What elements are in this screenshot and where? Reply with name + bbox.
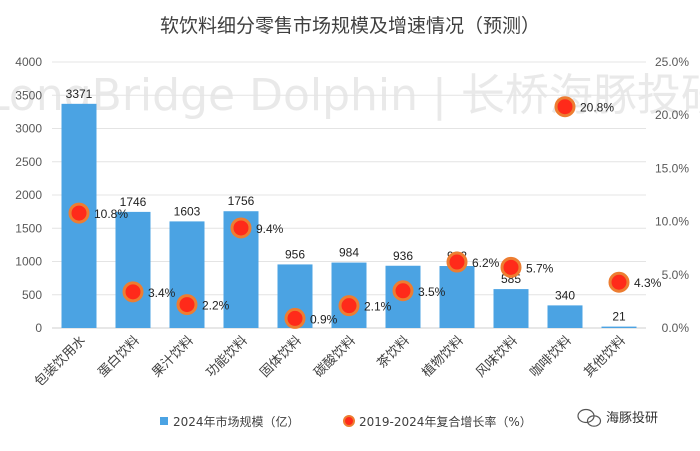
x-axis-categories: 包装饮用水 蛋白饮料 果汁饮料 功能饮料 固体饮料 碳酸饮料 茶饮料 植物饮料 风味饮料 咖啡饮料… [32,333,629,390]
y-right-tick-label: 5.0% [662,268,690,282]
growth-point [68,202,90,224]
y-left-tick-label: 3500 [15,88,42,102]
y-left-tick-label: 2500 [15,155,42,169]
x-category-label: 植物饮料 [419,333,466,380]
y-left-tick-label: 3000 [15,122,42,136]
bar [439,266,475,328]
growth-value-label: 2.2% [202,299,230,313]
x-category-label: 咖啡饮料 [527,333,574,380]
x-category-label: 其他饮料 [581,333,628,380]
bar [547,305,583,328]
growth-value-label: 3.5% [418,285,446,299]
growth-value-label: 9.4% [256,222,284,236]
gridlines [52,61,646,329]
growth-value-label: 0.9% [310,312,338,326]
y-left-tick-label: 1000 [15,255,42,269]
growth-value-label: 2.1% [364,300,392,314]
growth-value-label: 10.8% [94,207,128,221]
y-right-tick-label: 25.0% [655,55,689,69]
x-category-label: 包装饮用水 [32,333,89,390]
legend-dot-label: 2019-2024年复合增长率（%） [359,414,532,429]
growth-value-label: 4.3% [634,276,662,290]
growth-point [176,294,198,316]
y-right-tick-label: 20.0% [655,108,689,122]
bar-value-label: 21 [612,310,626,324]
y-left-tick-label: 0 [35,321,42,335]
y-left-tick-label: 2000 [15,188,42,202]
x-category-label: 蛋白饮料 [95,333,143,381]
legend-bar-label: 2024年市场规模（亿） [173,414,300,429]
y-right-tick-label: 10.0% [655,215,689,229]
growth-value-label: 5.7% [526,261,554,275]
growth-point [122,281,144,303]
bar-value-label: 1746 [120,195,147,209]
growth-point [446,251,468,273]
wechat-icon [577,408,602,427]
brand-name: 海豚投研 [606,410,658,426]
growth-point [554,96,576,118]
y-right-tick-label: 15.0% [655,161,689,175]
y-left-tick-label: 500 [22,288,42,302]
chart-title: 软饮料细分零售市场规模及增速情况（预测） [160,15,540,37]
growth-series: 10.8% 3.4% 2.2% 9.4% 0.9% 2.1% 3.5% 6.2% 5.7% 20.… [68,96,662,329]
growth-value-label: 20.8% [580,101,614,115]
bar-value-label: 936 [393,249,413,263]
growth-point [608,271,630,293]
x-category-label: 固体饮料 [257,333,304,380]
growth-value-label: 6.2% [472,256,500,270]
growth-point [338,295,360,317]
growth-point [284,307,306,329]
legend: 2024年市场规模（亿） 2019-2024年复合增长率（%） [160,414,532,429]
x-category-label: 茶饮料 [374,333,413,372]
brand-mark: 海豚投研 [577,408,658,427]
growth-point [500,256,522,278]
bar-value-label: 1756 [228,194,255,208]
growth-point [230,217,252,239]
bar-value-label: 340 [555,288,575,302]
legend-dot-swatch [343,415,355,427]
bar-value-label: 956 [285,247,305,261]
y-left-tick-label: 4000 [15,55,42,69]
bar [601,326,637,328]
bar-value-label: 3371 [66,87,93,101]
bar-value-label: 984 [339,246,359,260]
legend-bar-swatch [160,417,168,425]
x-category-label: 风味饮料 [473,333,520,380]
x-category-label: 功能饮料 [203,333,250,380]
y-axis-right: 0.0% 5.0% 10.0% 15.0% 20.0% 25.0% [655,55,689,335]
y-axis-left: 0 500 1000 1500 2000 2500 3000 3500 4000 [15,55,42,335]
growth-value-label: 3.4% [148,286,176,300]
bar [493,289,529,328]
x-category-label: 果汁饮料 [149,333,196,380]
y-right-tick-label: 0.0% [662,321,690,335]
bar [115,211,151,328]
x-category-label: 碳酸饮料 [311,333,358,380]
bar-value-label: 1603 [174,204,201,218]
y-left-tick-label: 1500 [15,221,42,235]
growth-point [392,280,414,302]
